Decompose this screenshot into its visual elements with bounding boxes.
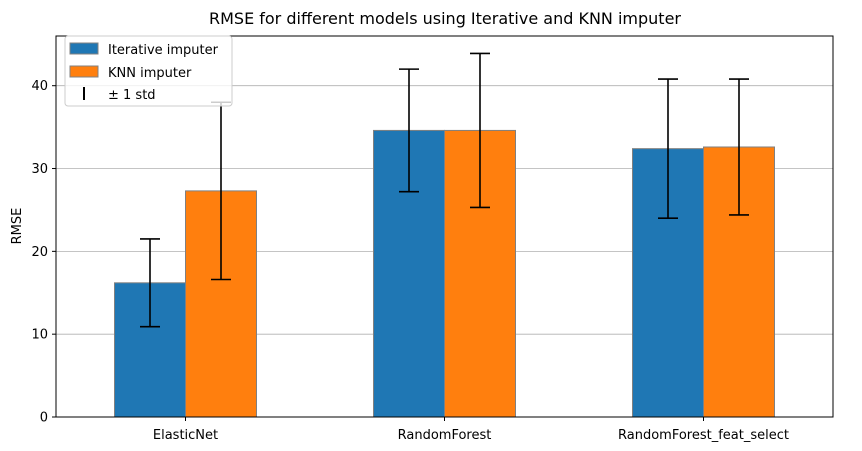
legend-box bbox=[64, 35, 233, 107]
y-axis: 0 10 20 30 40 bbox=[31, 79, 56, 426]
y-tick-label: 10 bbox=[31, 328, 48, 343]
x-tick-label: RandomForest bbox=[398, 428, 492, 443]
legend-label-std: ± 1 std bbox=[108, 88, 156, 103]
legend: Iterative imputer KNN imputer ± 1 std bbox=[64, 35, 233, 107]
y-tick-label: 20 bbox=[31, 245, 48, 260]
x-tick-label: ElasticNet bbox=[153, 428, 218, 443]
x-tick-label: RandomForest_feat_select bbox=[618, 428, 789, 443]
y-axis-label: RMSE bbox=[10, 208, 25, 245]
x-axis: ElasticNet RandomForest RandomForest_feat_… bbox=[153, 417, 789, 443]
y-tick-label: 40 bbox=[31, 79, 48, 94]
legend-swatch-knn bbox=[69, 65, 99, 78]
legend-swatch-iterative bbox=[69, 42, 99, 55]
chart-title: RMSE for different models using Iterativ… bbox=[209, 9, 681, 28]
y-tick-label: 0 bbox=[40, 411, 48, 426]
legend-label-iterative: Iterative imputer bbox=[108, 43, 219, 58]
legend-label-knn: KNN imputer bbox=[108, 66, 192, 81]
bars bbox=[114, 129, 775, 418]
error-bars bbox=[140, 52, 749, 328]
y-tick-label: 30 bbox=[31, 162, 48, 177]
